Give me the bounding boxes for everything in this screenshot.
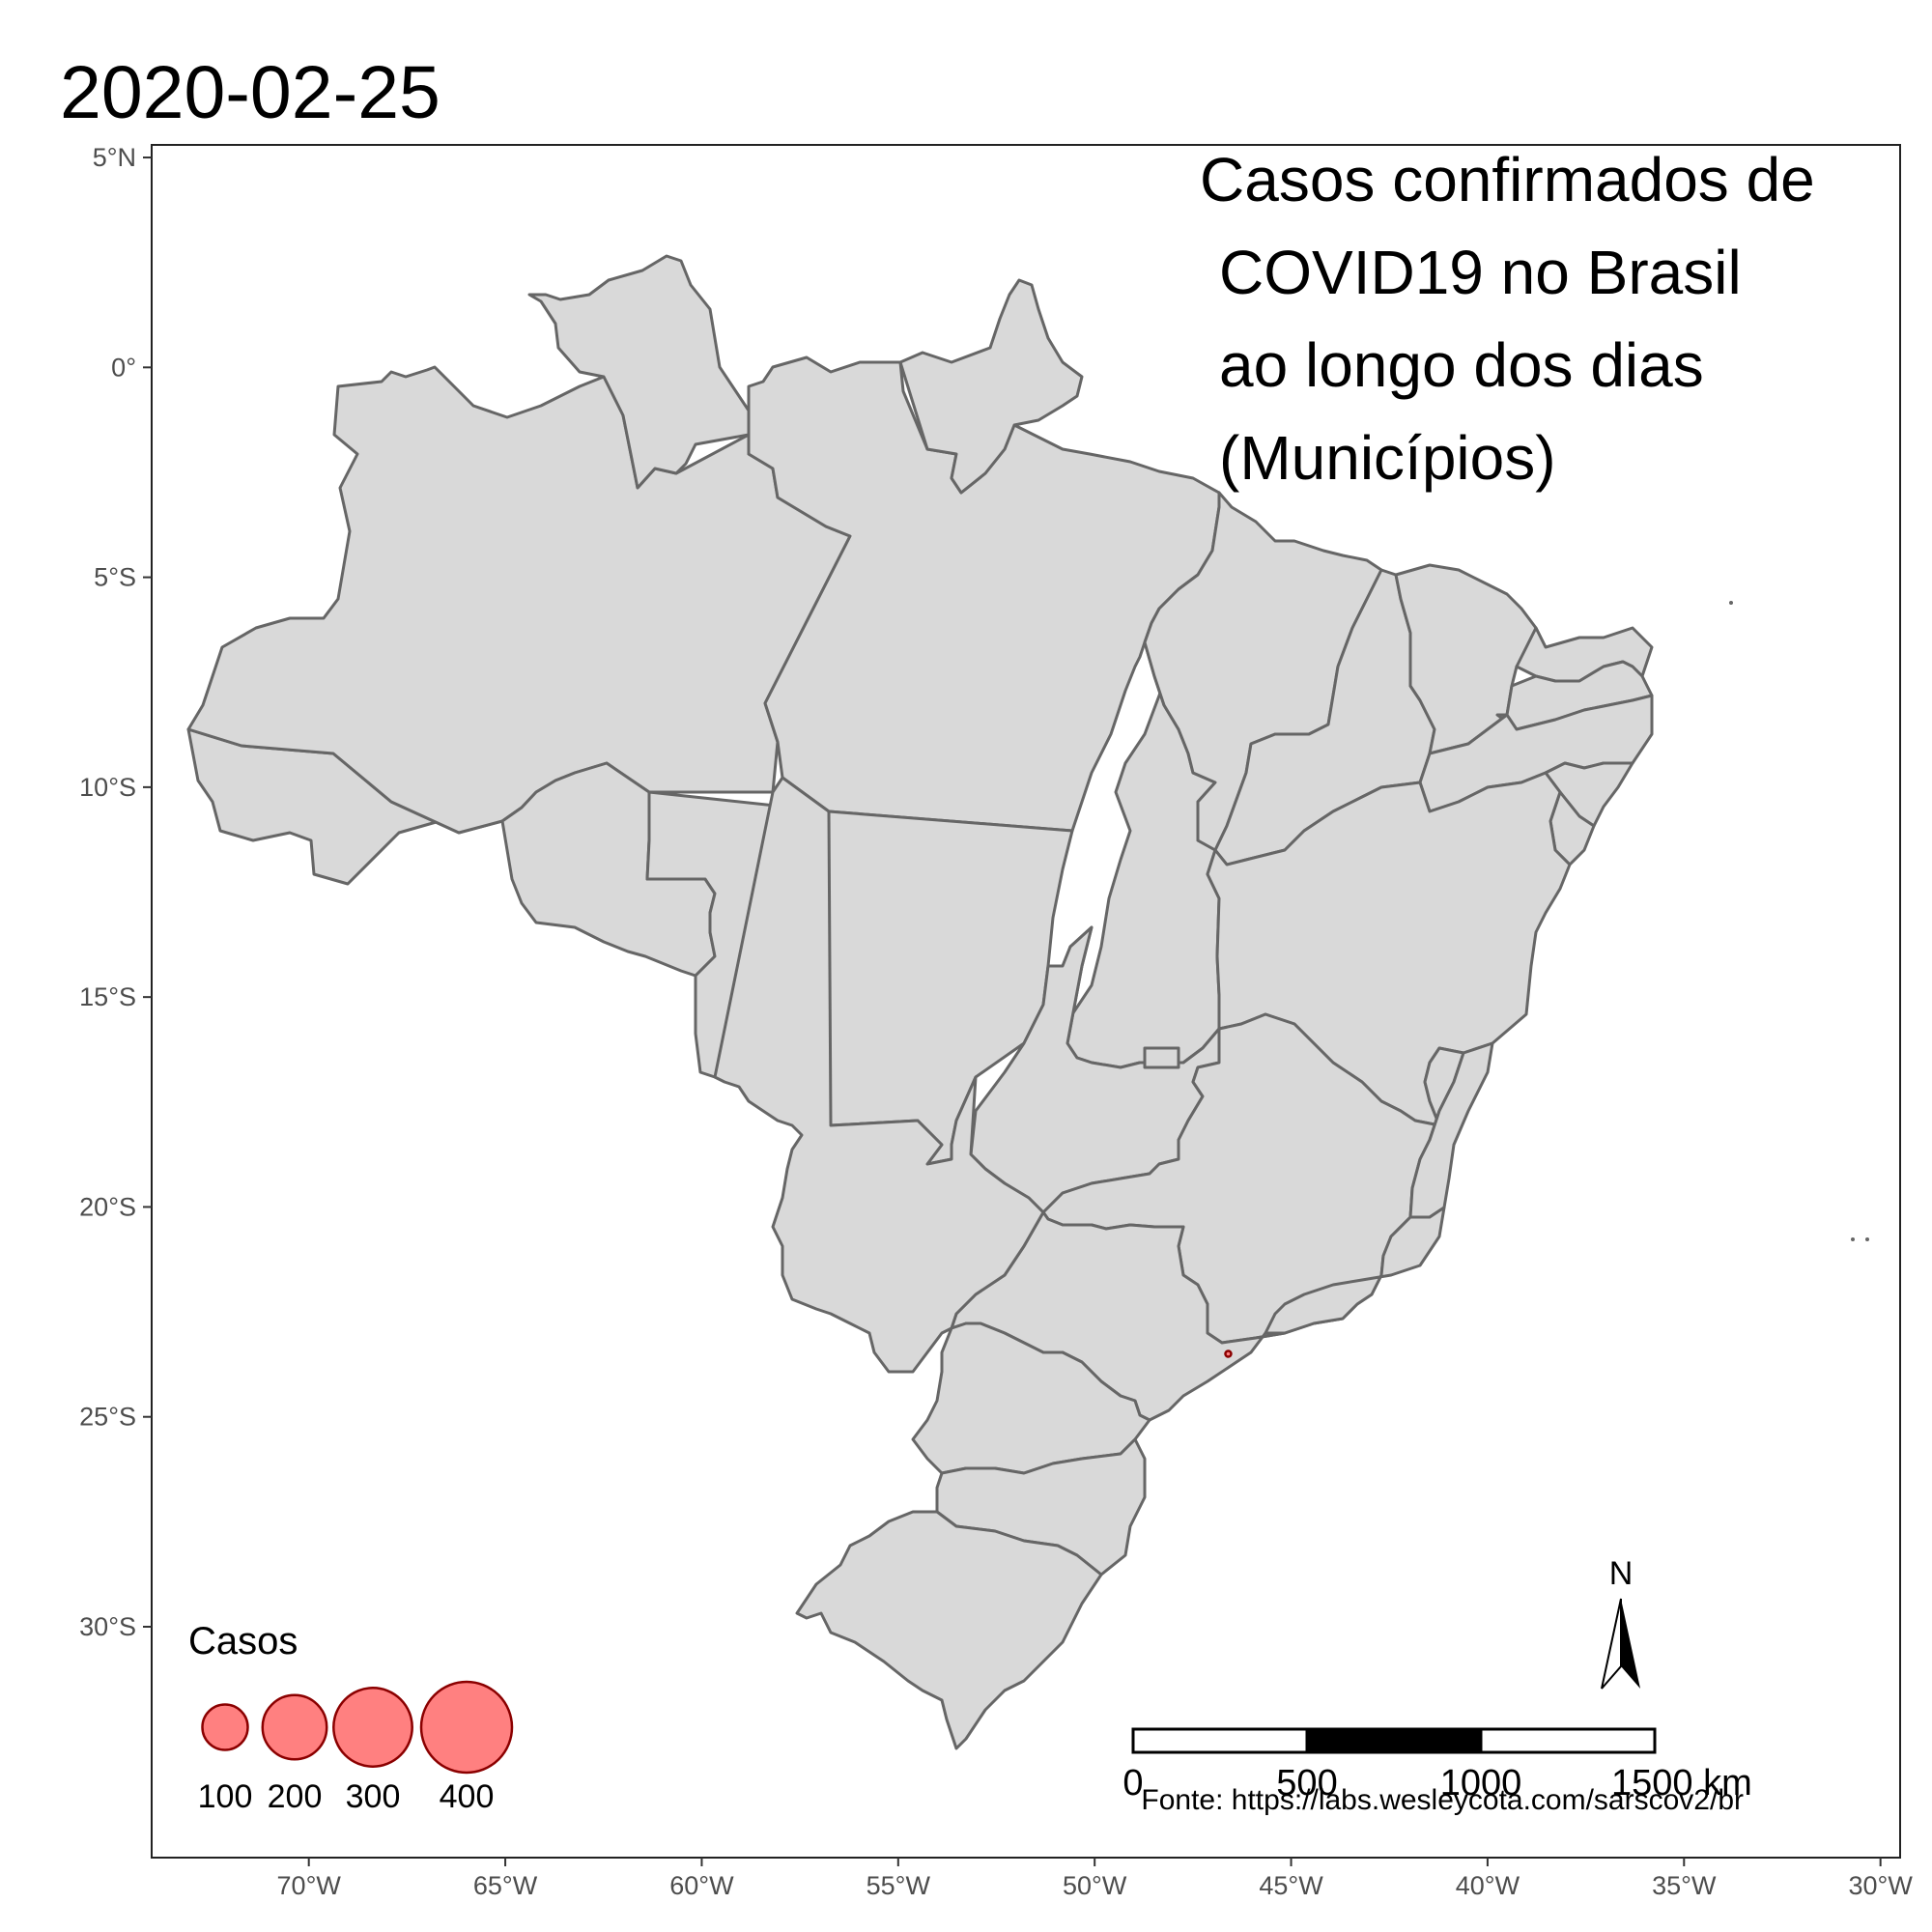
scale-bar-label: 1000	[1440, 1763, 1522, 1804]
case-points-layer	[1224, 1350, 1233, 1358]
map-title-line-1: Casos confirmados de	[1200, 145, 1815, 214]
state-amapa	[898, 278, 1084, 495]
x-tick-label: 40°W	[1456, 1871, 1520, 1900]
scale-bar-segment	[1131, 1727, 1309, 1754]
y-tick-label: 30°S	[79, 1612, 136, 1641]
scale-bar-segment	[1479, 1727, 1657, 1754]
north-arrow-right-half	[1621, 1599, 1640, 1689]
map-title-line-4: (Municípios)	[1219, 423, 1556, 493]
scale-bar-label: 500	[1276, 1763, 1337, 1804]
brazil-states-map	[186, 254, 1869, 1750]
scale-bar-label: 0	[1122, 1763, 1143, 1804]
y-tick-label: 25°S	[79, 1403, 136, 1432]
y-tick-label: 15°S	[79, 982, 136, 1011]
scale-bar-segment	[1305, 1727, 1483, 1754]
y-tick-label: 0°	[111, 353, 136, 382]
x-tick-label: 30°W	[1848, 1871, 1913, 1900]
x-tick-label: 65°W	[473, 1871, 538, 1900]
state-rio-de-janeiro	[1264, 1206, 1446, 1335]
legend-value-label: 200	[268, 1778, 323, 1815]
x-tick-label: 45°W	[1259, 1871, 1323, 1900]
scale-bar-label: 1500 km	[1611, 1763, 1752, 1804]
legend-title: Casos	[188, 1620, 298, 1662]
legend-value-label: 100	[198, 1778, 253, 1815]
x-tick-label: 55°W	[867, 1871, 931, 1900]
map-title-line-2: COVID19 no Brasil	[1219, 238, 1742, 307]
y-axis: 5°N 0° 5°S 10°S 15°S 20°S 25°S 30°S	[79, 143, 152, 1641]
x-tick-label: 70°W	[277, 1871, 342, 1900]
legend-bubble	[201, 1703, 249, 1751]
legend-bubble	[419, 1680, 514, 1775]
y-tick-label: 20°S	[79, 1192, 136, 1221]
x-tick-label: 60°W	[669, 1871, 734, 1900]
date-title: 2020-02-25	[60, 51, 440, 134]
legend-bubble	[261, 1693, 328, 1761]
y-tick-label: 10°S	[79, 773, 136, 802]
scale-bar: 0 500 1000 1500 km	[1122, 1727, 1752, 1804]
state-distrito-federal	[1143, 1046, 1180, 1069]
size-legend: Casos 100 200 300 400	[188, 1620, 514, 1815]
x-axis: 70°W 65°W 60°W 55°W 50°W 45°W 40°W 35°W 30°W	[277, 1858, 1913, 1900]
y-tick-label: 5°S	[94, 563, 136, 592]
case-bubble	[1224, 1350, 1233, 1358]
legend-value-label: 300	[346, 1778, 401, 1815]
state-mato-grosso-do-sul	[713, 776, 1045, 1374]
x-tick-label: 35°W	[1652, 1871, 1717, 1900]
map-title-line-3: ao longo dos dias	[1219, 330, 1704, 400]
north-arrow: N	[1601, 1555, 1640, 1690]
source-text: Fonte: https://labs.wesleycota.com/sarsc…	[1141, 1784, 1744, 1816]
legend-bubble	[332, 1687, 413, 1768]
north-arrow-left-half	[1601, 1598, 1622, 1690]
y-tick-label: 5°N	[93, 143, 136, 172]
map-title: Casos confirmados de COVID19 no Brasil a…	[1200, 145, 1815, 493]
legend-items: 100 200 300 400	[198, 1680, 514, 1815]
north-label: N	[1609, 1555, 1634, 1592]
x-tick-label: 50°W	[1063, 1871, 1127, 1900]
legend-value-label: 400	[440, 1778, 495, 1815]
state-rio-grande-do-sul	[795, 1510, 1103, 1750]
